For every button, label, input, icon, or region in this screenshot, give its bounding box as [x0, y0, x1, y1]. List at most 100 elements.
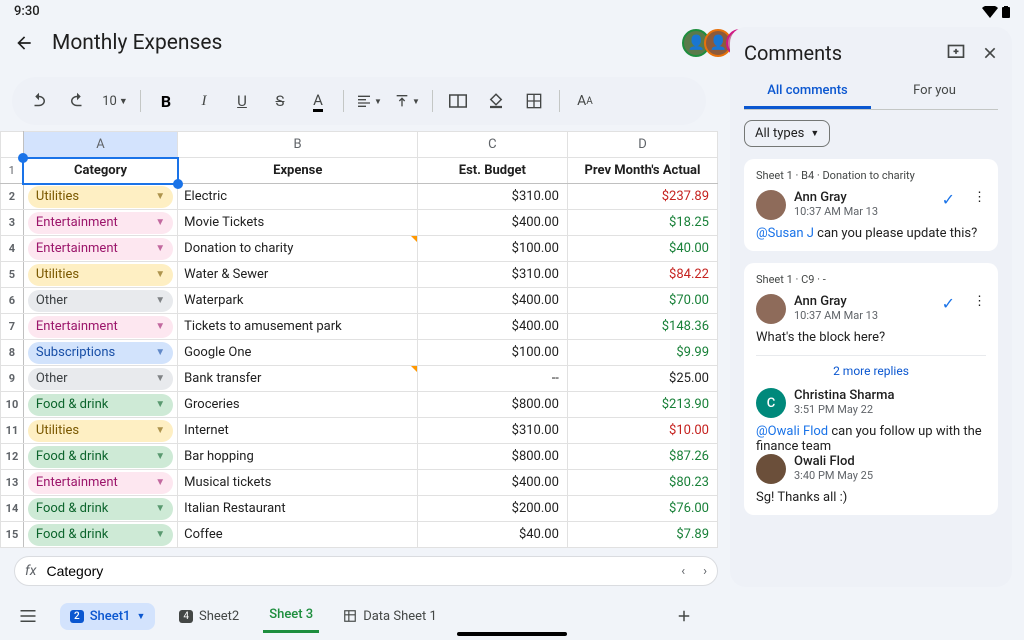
borders-button[interactable]: [517, 81, 551, 121]
cell[interactable]: Utilities▼: [23, 262, 177, 288]
cell[interactable]: $400.00: [417, 470, 567, 496]
cell[interactable]: Prev Month's Actual: [567, 158, 717, 184]
tab-all-comments[interactable]: All comments: [744, 75, 871, 109]
cell[interactable]: $100.00: [417, 340, 567, 366]
strike-button[interactable]: S: [263, 81, 297, 121]
cell[interactable]: $310.00: [417, 418, 567, 444]
category-chip[interactable]: Other▼: [28, 290, 173, 312]
cell[interactable]: $310.00: [417, 184, 567, 210]
category-chip[interactable]: Utilities▼: [28, 264, 173, 286]
cell[interactable]: Tickets to amusement park: [178, 314, 418, 340]
comment-thread[interactable]: Sheet 1 · B4 · Donation to charity Ann G…: [744, 159, 998, 251]
col-header[interactable]: D: [567, 132, 717, 158]
back-button[interactable]: [4, 23, 44, 63]
add-sheet-button[interactable]: [664, 596, 704, 636]
cell[interactable]: $200.00: [417, 496, 567, 522]
cell[interactable]: $310.00: [417, 262, 567, 288]
cell[interactable]: Entertainment▼: [23, 236, 177, 262]
cell[interactable]: $70.00: [567, 288, 717, 314]
category-chip[interactable]: Utilities▼: [28, 186, 173, 208]
cell[interactable]: $25.00: [567, 366, 717, 392]
cell[interactable]: $76.00: [567, 496, 717, 522]
cell[interactable]: $18.25: [567, 210, 717, 236]
cell[interactable]: Coffee: [178, 522, 418, 548]
cell[interactable]: Other▼: [23, 366, 177, 392]
cell[interactable]: Donation to charity: [178, 236, 418, 262]
cell[interactable]: $800.00: [417, 392, 567, 418]
cell[interactable]: Food & drink▼: [23, 522, 177, 548]
cell[interactable]: $400.00: [417, 210, 567, 236]
cell[interactable]: Musical tickets: [178, 470, 418, 496]
category-chip[interactable]: Entertainment▼: [28, 472, 173, 494]
category-chip[interactable]: Subscriptions▼: [28, 342, 173, 364]
cell[interactable]: Food & drink▼: [23, 392, 177, 418]
cell[interactable]: $84.22: [567, 262, 717, 288]
spreadsheet[interactable]: A B C D 1 Category Expense Est. Budget P…: [0, 131, 718, 548]
col-header[interactable]: A: [23, 132, 177, 158]
cell[interactable]: $87.26: [567, 444, 717, 470]
valign-button[interactable]: ▼: [390, 81, 424, 121]
redo-button[interactable]: [60, 81, 94, 121]
cell[interactable]: Water & Sewer: [178, 262, 418, 288]
bold-button[interactable]: B: [149, 81, 183, 121]
more-vert-icon[interactable]: ⋮: [973, 294, 986, 309]
more-vert-icon[interactable]: ⋮: [973, 190, 986, 205]
cell[interactable]: $148.36: [567, 314, 717, 340]
cell[interactable]: $800.00: [417, 444, 567, 470]
next-button[interactable]: ›: [703, 564, 707, 579]
resolve-icon[interactable]: ✓: [942, 190, 955, 209]
resolve-icon[interactable]: ✓: [942, 294, 955, 313]
prev-button[interactable]: ‹: [681, 564, 685, 579]
italic-button[interactable]: I: [187, 81, 221, 121]
col-header[interactable]: B: [178, 132, 418, 158]
cell[interactable]: $400.00: [417, 314, 567, 340]
cell[interactable]: Food & drink▼: [23, 496, 177, 522]
underline-button[interactable]: U: [225, 81, 259, 121]
category-chip[interactable]: Entertainment▼: [28, 212, 173, 234]
category-chip[interactable]: Utilities▼: [28, 420, 173, 442]
sheet-tab[interactable]: 2Sheet1▼: [60, 603, 155, 630]
cell[interactable]: $9.99: [567, 340, 717, 366]
more-replies[interactable]: 2 more replies: [756, 355, 986, 378]
cell[interactable]: Subscriptions▼: [23, 340, 177, 366]
cell[interactable]: $40.00: [417, 522, 567, 548]
cell[interactable]: Utilities▼: [23, 184, 177, 210]
col-header[interactable]: C: [417, 132, 567, 158]
cell[interactable]: Italian Restaurant: [178, 496, 418, 522]
tab-for-you[interactable]: For you: [871, 75, 998, 109]
cell[interactable]: Entertainment▼: [23, 470, 177, 496]
comment-thread[interactable]: Sheet 1 · C9 · - Ann Gray10:37 AM Mar 13…: [744, 263, 998, 515]
cell[interactable]: $80.23: [567, 470, 717, 496]
cell[interactable]: Other▼: [23, 288, 177, 314]
close-icon[interactable]: [982, 45, 998, 61]
cell[interactable]: $7.89: [567, 522, 717, 548]
cell[interactable]: Bank transfer: [178, 366, 418, 392]
cell[interactable]: Utilities▼: [23, 418, 177, 444]
cell[interactable]: $10.00: [567, 418, 717, 444]
cell[interactable]: Movie Tickets: [178, 210, 418, 236]
cell[interactable]: $237.89: [567, 184, 717, 210]
align-button[interactable]: ▼: [352, 81, 386, 121]
cell[interactable]: Waterpark: [178, 288, 418, 314]
font-size[interactable]: 10▼: [98, 81, 132, 121]
cell-selected[interactable]: Category: [23, 158, 177, 184]
category-chip[interactable]: Food & drink▼: [28, 524, 173, 546]
cell[interactable]: $213.90: [567, 392, 717, 418]
category-chip[interactable]: Food & drink▼: [28, 498, 173, 520]
sheet-tab[interactable]: Sheet 3: [263, 599, 319, 633]
sheet-tab[interactable]: Data Sheet 1: [337, 601, 443, 632]
cell[interactable]: Entertainment▼: [23, 210, 177, 236]
fill-color-button[interactable]: [479, 81, 513, 121]
formula-input[interactable]: [46, 563, 671, 579]
cell[interactable]: Google One: [178, 340, 418, 366]
category-chip[interactable]: Entertainment▼: [28, 238, 173, 260]
all-sheets-button[interactable]: [14, 596, 42, 636]
formula-bar[interactable]: fx ‹ ›: [14, 556, 718, 586]
category-chip[interactable]: Entertainment▼: [28, 316, 173, 338]
sheet-tab[interactable]: 4Sheet2: [173, 601, 245, 632]
text-format-button[interactable]: AA: [568, 81, 602, 121]
cell[interactable]: Electric: [178, 184, 418, 210]
add-comment-icon[interactable]: [946, 43, 966, 63]
cell[interactable]: Expense: [178, 158, 418, 184]
cell[interactable]: Internet: [178, 418, 418, 444]
